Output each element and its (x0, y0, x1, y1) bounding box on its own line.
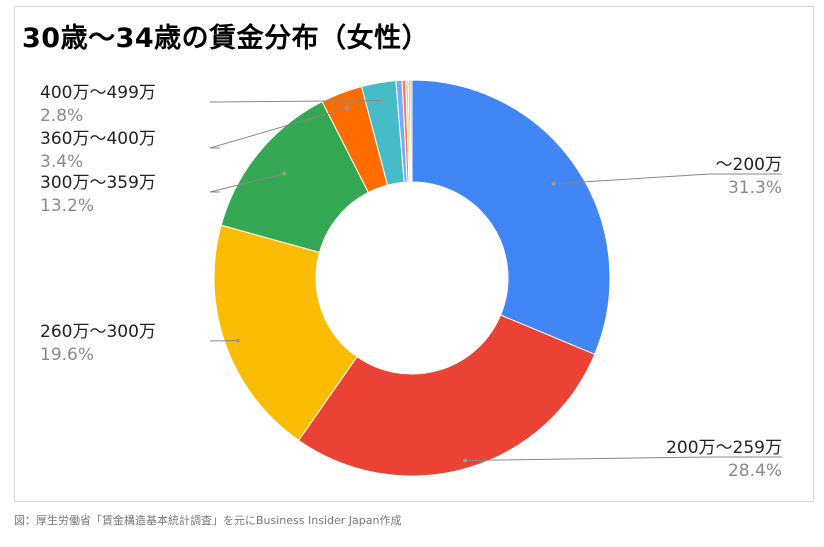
leader-dot (345, 105, 350, 110)
pie-slice (213, 224, 358, 442)
slice-label: 〜200万 (716, 155, 782, 175)
slice-label: 360万〜400万 (40, 129, 156, 149)
slice-percent-label: 28.4% (728, 461, 782, 481)
slice-percent-label: 2.8% (40, 106, 83, 126)
pie-slice (409, 79, 413, 183)
leader-line (465, 456, 782, 461)
slice-percent-label: 19.6% (40, 345, 94, 365)
slice-percent-label: 3.4% (40, 152, 83, 172)
leader-dot (235, 338, 240, 343)
pie-slice (411, 79, 611, 356)
leader-dot (551, 181, 556, 186)
leader-dot (379, 98, 384, 103)
leader-line (209, 173, 285, 193)
leader-dot (282, 171, 287, 176)
leader-line (209, 100, 382, 103)
leader-line (209, 107, 348, 149)
slice-label: 300万〜359万 (40, 173, 156, 193)
chart-title: 30歳〜34歳の賃金分布（女性） (22, 23, 430, 54)
slice-label: 200万〜259万 (666, 438, 782, 458)
pie-slice (220, 100, 370, 253)
source-caption: 図：厚生労働省「賃金構造基本統計調査」を元にBusiness Insider J… (14, 514, 402, 527)
leader-line (553, 173, 782, 185)
slice-label: 400万〜499万 (40, 83, 156, 103)
pie-slice (297, 314, 596, 477)
slice-percent-label: 31.3% (728, 178, 782, 198)
leader-dot (463, 458, 468, 463)
slice-label: 260万〜300万 (40, 322, 156, 342)
slice-percent-label: 13.2% (40, 196, 94, 216)
